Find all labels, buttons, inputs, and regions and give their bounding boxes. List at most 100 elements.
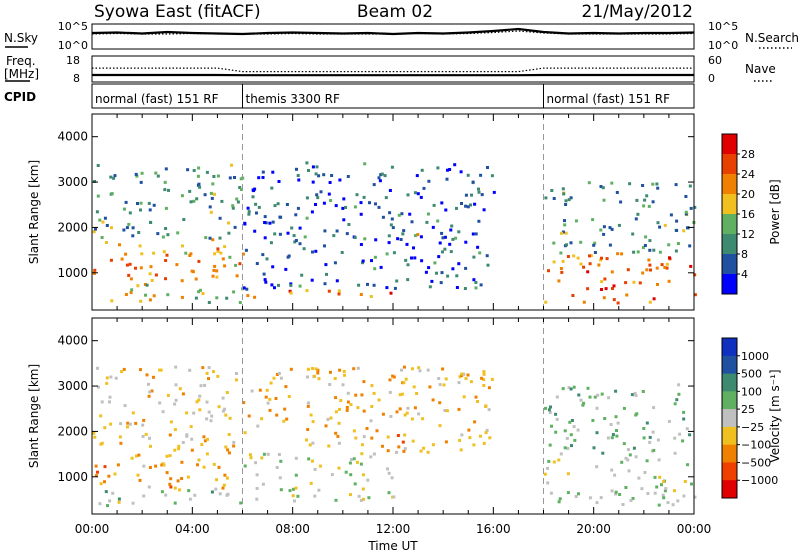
colorbar-cell-0 — [722, 134, 737, 155]
echo-cell-79 — [204, 236, 208, 240]
echo-cell-101 — [223, 407, 227, 411]
echo-cell-527 — [647, 204, 651, 208]
echo-cell-290 — [396, 237, 400, 241]
echo-cell-77 — [198, 394, 202, 398]
echo-cell-2 — [118, 243, 121, 247]
echo-cell-549 — [564, 199, 568, 203]
echo-cell-159 — [96, 164, 100, 167]
echo-cell-83 — [228, 176, 232, 180]
echo-cell-231 — [316, 368, 320, 372]
echo-cell-254 — [334, 431, 338, 435]
echo-cell-398 — [396, 434, 400, 437]
echo-cell-522 — [632, 250, 636, 254]
echo-cell-42 — [189, 252, 193, 256]
echo-cell-181 — [346, 175, 350, 178]
echo-cell-135 — [209, 210, 213, 214]
y-tick-label-0: 1000 — [57, 470, 88, 484]
echo-cell-269 — [337, 421, 341, 425]
echo-cell-26 — [191, 270, 195, 274]
echo-cell-31 — [99, 482, 103, 486]
echo-cell-354 — [378, 179, 382, 183]
cpid-segment-0: normal (fast) 151 RF — [95, 92, 219, 106]
echo-cell-248 — [468, 436, 472, 440]
echo-cell-176 — [369, 295, 373, 298]
echo-cell-530 — [651, 182, 655, 186]
echo-cell-299 — [305, 161, 309, 165]
echo-cell-218 — [261, 482, 265, 486]
echo-cell-156 — [197, 166, 201, 170]
echo-cell-283 — [268, 408, 272, 412]
echo-cell-512 — [573, 438, 577, 442]
echo-cell-180 — [440, 271, 444, 275]
echo-cell-264 — [369, 419, 373, 423]
colorbar-cell-3 — [722, 391, 737, 410]
echo-cell-408 — [451, 267, 455, 271]
echo-cell-475 — [582, 300, 586, 304]
echo-cell-118 — [154, 171, 158, 175]
cpid-panel: CPID normal (fast) 151 RF themis 3300 RF n… — [4, 83, 695, 109]
echo-cell-436 — [543, 472, 547, 476]
echo-cell-127 — [123, 404, 127, 408]
echo-cell-356 — [400, 392, 404, 396]
noise-panel: N.Sky 10^5 10^0 10^5 10^0 N.Search — [4, 20, 799, 52]
echo-cell-528 — [555, 417, 559, 421]
echo-cell-193 — [330, 473, 334, 477]
echo-cell-233 — [245, 287, 249, 291]
echo-cell-247 — [472, 278, 476, 282]
echo-cell-56 — [124, 293, 128, 296]
echo-cell-103 — [139, 368, 142, 372]
echo-cell-111 — [161, 235, 165, 239]
echo-cell-448 — [561, 259, 565, 263]
echo-cell-84 — [140, 171, 144, 175]
echo-cell-186 — [357, 494, 361, 498]
echo-cell-497 — [544, 196, 548, 200]
echo-cell-147 — [110, 192, 114, 196]
echo-cell-565 — [617, 223, 621, 227]
echo-cell-268 — [466, 373, 470, 377]
x-tick-label-0: 00:00 — [75, 522, 110, 536]
echo-cell-9 — [225, 476, 229, 480]
echo-cell-293 — [334, 396, 338, 400]
echo-cell-260 — [361, 261, 364, 265]
echo-cell-206 — [307, 457, 311, 461]
echo-cell-128 — [188, 368, 192, 372]
echo-cell-306 — [420, 168, 424, 172]
echo-cell-257 — [406, 193, 410, 197]
echo-cell-5 — [96, 470, 99, 474]
velocity-y-ticks: 1000 2000 3000 4000 — [57, 334, 694, 484]
echo-cell-403 — [347, 223, 351, 226]
echo-cell-416 — [610, 468, 614, 472]
echo-cell-59 — [117, 497, 121, 501]
echo-cell-278 — [336, 434, 340, 438]
echo-cell-387 — [444, 208, 448, 212]
echo-cell-109 — [112, 176, 116, 180]
echo-cell-453 — [624, 456, 628, 460]
echo-cell-114 — [231, 204, 235, 208]
echo-cell-351 — [335, 279, 339, 283]
echo-cell-61 — [215, 296, 219, 300]
echo-cell-374 — [383, 174, 387, 178]
echo-cell-495 — [636, 212, 640, 216]
echo-cell-187 — [330, 174, 334, 177]
freq-left-label: Freq. — [6, 54, 36, 68]
echo-cell-102 — [197, 182, 201, 186]
echo-cell-84 — [147, 394, 151, 398]
echo-cell-219 — [392, 495, 396, 499]
frequency-series-group — [92, 67, 694, 77]
echo-cell-71 — [152, 294, 156, 298]
echo-cell-523 — [673, 451, 677, 455]
echo-cell-393 — [431, 443, 435, 447]
echo-cell-413 — [379, 265, 383, 269]
echo-cell-435 — [600, 288, 603, 291]
echo-cell-249 — [314, 367, 318, 371]
echo-cell-188 — [420, 259, 424, 263]
echo-cell-452 — [631, 497, 635, 500]
echo-cell-318 — [374, 202, 377, 206]
echo-cell-274 — [305, 216, 309, 220]
echo-cell-513 — [552, 241, 556, 245]
echo-cell-294 — [482, 372, 486, 376]
echo-cell-511 — [547, 408, 551, 412]
echo-cell-20 — [129, 277, 133, 281]
echo-cell-152 — [227, 221, 231, 225]
echo-cell-32 — [212, 462, 216, 466]
